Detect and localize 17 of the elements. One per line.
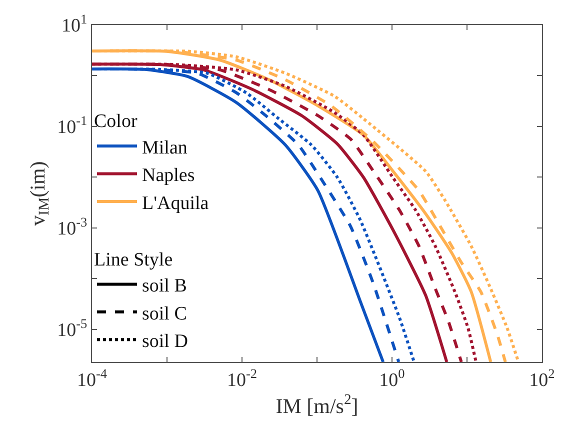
x-tick-label: 10$^{2}$ — [529, 366, 555, 391]
legend-label: soil C — [142, 303, 187, 324]
x-tick-label: 10$^{-4}$ — [76, 366, 108, 391]
x-axis-title: IM [m/s$^{2}$] — [276, 392, 358, 418]
x-tick-label: 10$^{-2}$ — [226, 366, 258, 391]
x-tick-label: 10$^{0}$ — [379, 366, 406, 391]
text: Line Style — [94, 249, 173, 270]
legend-label: L'Aquila — [142, 192, 210, 214]
y-tick-label: 10$^{-3}$ — [57, 214, 88, 240]
y-tick-label: 10$^{-1}$ — [57, 113, 88, 138]
legend-label: soil B — [142, 276, 187, 297]
legend-label: Naples — [142, 165, 195, 186]
y-tick-label: 10$^{-5}$ — [57, 316, 88, 341]
legend-label: Milan — [142, 137, 188, 158]
text: Color — [94, 111, 138, 132]
y-tick-label: 10$^{1}$ — [62, 12, 88, 37]
legend-label: soil D — [142, 331, 188, 352]
